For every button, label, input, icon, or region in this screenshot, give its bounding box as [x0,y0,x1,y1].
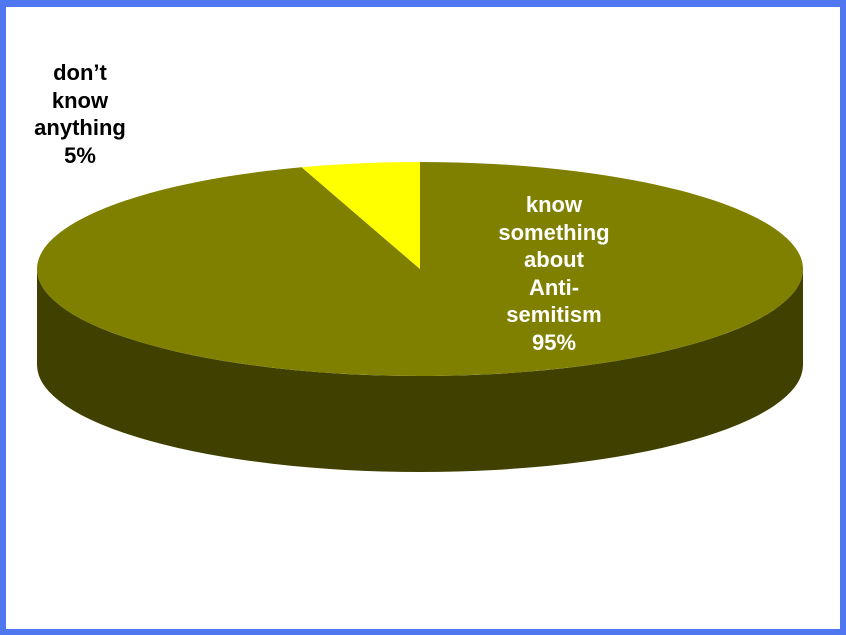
pie-slice-1 [301,162,420,269]
pie-slice-0 [36,162,803,377]
slice-label-line: semitism [506,302,602,327]
slice-label-line: about [524,247,584,272]
slice-label-line: know [525,192,583,217]
slice-percent: 95% [531,329,577,355]
slice-label-line: anything [34,115,126,140]
slice-label-line: something [498,219,610,245]
pie-side-wall-slice-0 [37,269,803,472]
slice-label-line: don’t [53,60,107,85]
slice-label-line: know [51,87,109,113]
slice-label-dont-know: don’t know anything 5% [14,59,146,169]
pie-chart [36,162,803,472]
slice-label-line: Anti- [528,274,580,300]
slice-percent: 5% [64,142,96,168]
slice-label-know-something: know something about Anti- semitism 95% [484,191,624,356]
